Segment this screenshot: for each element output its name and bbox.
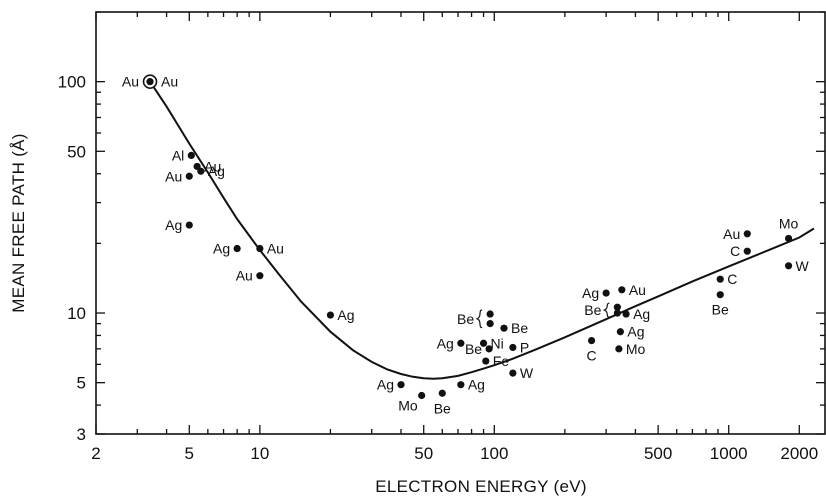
y-tick-label: 10 <box>67 304 86 323</box>
data-point <box>500 324 508 332</box>
data-point <box>716 291 724 299</box>
point-label: Au <box>629 282 646 298</box>
point-label: Au <box>236 268 253 284</box>
point-label: Mo <box>626 341 646 357</box>
point-label: C <box>587 348 597 364</box>
data-point <box>397 381 405 389</box>
data-point <box>457 339 465 347</box>
point-label: Ag <box>165 217 182 233</box>
point-label: Mo <box>398 398 418 414</box>
point-label: P <box>520 339 529 355</box>
data-point <box>616 328 624 336</box>
point-label: Ag <box>337 307 354 323</box>
brace-label: Be <box>457 311 474 327</box>
data-point <box>457 381 465 389</box>
data-point <box>256 272 264 280</box>
data-point <box>587 336 596 345</box>
point-label: Ag <box>582 285 599 301</box>
data-point <box>784 234 793 243</box>
point-label: Ag <box>437 335 454 351</box>
data-point <box>509 369 517 377</box>
data-point <box>618 286 626 294</box>
data-point <box>326 311 335 319</box>
point-label: Ag <box>627 324 644 340</box>
universal-curve-line <box>149 81 815 380</box>
data-point <box>256 244 264 253</box>
point-label: Au <box>122 74 139 90</box>
brace <box>602 302 610 318</box>
x-tick-label: 10 <box>250 444 269 463</box>
x-tick-label: 100 <box>480 444 508 463</box>
point-label: Be <box>712 302 729 318</box>
plot-frame <box>95 11 826 435</box>
point-label: Au <box>204 158 221 174</box>
data-point <box>743 247 751 255</box>
point-label: Ag <box>468 377 485 393</box>
data-point <box>479 339 488 347</box>
point-label: C <box>727 271 737 287</box>
data-point <box>613 303 621 311</box>
y-axis-title: MEAN FREE PATH (Å) <box>9 133 28 313</box>
data-point <box>486 310 494 318</box>
point-label: W <box>520 365 534 381</box>
data-point <box>187 151 195 160</box>
brace <box>475 309 483 329</box>
point-label: C <box>730 243 740 259</box>
data-point <box>482 357 490 365</box>
point-label: Au <box>267 241 284 257</box>
data-point <box>197 167 205 175</box>
point-label: Ni <box>491 335 504 351</box>
data-point <box>622 310 630 318</box>
point-label: Be <box>434 400 451 416</box>
x-tick-label: 2 <box>91 444 100 463</box>
y-tick-label: 5 <box>77 374 86 393</box>
data-point <box>615 345 623 353</box>
point-label: Mo <box>779 215 799 231</box>
brace-label: Be <box>584 302 601 318</box>
data-point <box>486 320 494 328</box>
axis-ticks <box>95 11 825 435</box>
point-label: Au <box>161 74 178 90</box>
point-label: Au <box>723 226 740 242</box>
data-point <box>716 275 724 283</box>
x-tick-label: 5 <box>185 444 194 463</box>
data-points <box>142 74 793 400</box>
brace-groups: Be Be <box>457 302 610 329</box>
data-point <box>602 289 610 297</box>
x-axis-title: ELECTRON ENERGY (eV) <box>375 477 587 496</box>
data-point <box>438 389 446 397</box>
data-point <box>613 309 621 317</box>
point-label: Au <box>165 168 182 184</box>
y-tick-label: 3 <box>77 425 86 444</box>
data-point <box>418 391 426 400</box>
data-point <box>146 78 154 86</box>
data-point <box>185 221 193 229</box>
x-tick-label: 2000 <box>780 444 818 463</box>
point-label: Al <box>172 147 184 163</box>
point-label: Ag <box>377 377 394 393</box>
x-tick-label: 1000 <box>710 444 748 463</box>
data-point <box>233 244 241 253</box>
y-tick-label: 100 <box>58 73 86 92</box>
x-tick-label: 50 <box>414 444 433 463</box>
point-label: Be <box>465 341 482 357</box>
y-tick-labels: 3 5 10 50 100 <box>58 73 86 444</box>
x-tick-labels: 2 5 10 50 100 500 1000 2000 <box>91 444 818 463</box>
y-tick-label: 50 <box>67 142 86 161</box>
data-point <box>185 172 193 180</box>
point-label: W <box>796 258 810 274</box>
data-point <box>743 230 751 238</box>
point-label: Ag <box>213 241 230 257</box>
point-label: Ag <box>208 163 225 179</box>
point-label: Fe <box>493 353 510 369</box>
data-point <box>784 262 793 270</box>
point-label: Ag <box>633 306 650 322</box>
x-tick-label: 500 <box>644 444 672 463</box>
data-point <box>485 345 493 353</box>
point-label: Be <box>511 320 528 336</box>
data-point <box>509 343 517 352</box>
